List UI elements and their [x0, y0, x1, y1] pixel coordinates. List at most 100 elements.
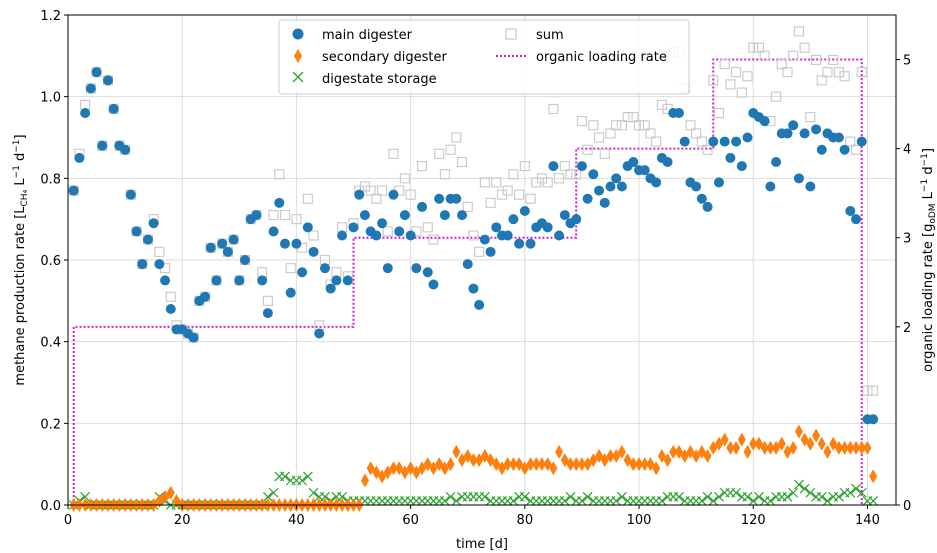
- sum-point: [405, 189, 416, 200]
- main-point: [582, 193, 593, 204]
- secondary-point: [766, 440, 775, 455]
- sum-point: [479, 177, 490, 188]
- storage-point: [833, 491, 844, 502]
- secondary-point: [469, 453, 478, 468]
- sum-point: [685, 120, 696, 131]
- sum-point: [154, 246, 165, 257]
- secondary-point: [555, 444, 564, 459]
- y-right-tick-label: 0: [903, 499, 911, 514]
- sum-point: [302, 193, 313, 204]
- main-point: [759, 116, 770, 127]
- main-point: [319, 263, 330, 274]
- secondary-point: [789, 440, 798, 455]
- sum-point: [416, 161, 428, 172]
- secondary-point: [783, 444, 792, 459]
- main-point: [285, 287, 296, 298]
- sum-point: [731, 67, 742, 78]
- secondary-point: [412, 465, 421, 480]
- sum-point: [571, 169, 582, 180]
- main-point: [605, 181, 616, 192]
- sum-point: [502, 185, 513, 196]
- main-point: [856, 136, 867, 147]
- legend: main digester secondary digester digesta…: [278, 19, 690, 95]
- x-tick-label: 60: [402, 513, 419, 528]
- storage-point: [731, 487, 742, 498]
- storage-point: [816, 491, 827, 502]
- sum-point: [285, 263, 296, 274]
- secondary-point: [429, 461, 438, 476]
- secondary-point: [161, 489, 170, 504]
- secondary-point: [726, 440, 735, 455]
- storage-point: [302, 471, 313, 482]
- main-point: [302, 222, 313, 233]
- sum-point: [422, 222, 433, 233]
- main-point: [371, 230, 382, 241]
- storage-point: [508, 495, 519, 506]
- main-point: [325, 283, 336, 294]
- main-point: [805, 181, 816, 192]
- main-point: [679, 136, 690, 147]
- sum-point: [736, 87, 747, 98]
- secondary-point: [646, 457, 655, 472]
- sum-point: [559, 161, 570, 172]
- main-point: [205, 242, 216, 253]
- storage-point: [577, 495, 587, 506]
- sum-point: [696, 136, 707, 147]
- x-tick-label: 40: [288, 513, 305, 528]
- storage-point: [793, 479, 804, 490]
- secondary-point: [537, 457, 546, 472]
- secondary-point: [675, 444, 684, 459]
- secondary-point: [458, 453, 467, 468]
- secondary-point: [754, 436, 763, 451]
- y-left-axis-label: methane production rate [LCH₄ L−1 d−1]: [12, 134, 30, 385]
- main-point: [160, 275, 171, 286]
- sum-point: [582, 144, 593, 155]
- secondary-point: [823, 444, 832, 459]
- secondary-point: [372, 465, 381, 480]
- main-point: [771, 157, 782, 167]
- y-right-tick-label: 2: [903, 321, 911, 336]
- main-point: [297, 267, 308, 278]
- main-point: [782, 128, 793, 139]
- sum-point: [439, 169, 450, 180]
- storage-point: [674, 491, 684, 502]
- storage-point: [868, 495, 879, 506]
- secondary-point: [794, 424, 803, 439]
- main-point: [833, 132, 844, 143]
- storage-point: [702, 491, 713, 502]
- main-point: [588, 169, 599, 180]
- main-point: [811, 124, 822, 135]
- secondary-point: [360, 473, 369, 488]
- main-point: [576, 161, 587, 172]
- sum-point: [434, 148, 445, 159]
- sum-point: [713, 107, 725, 119]
- sum-point: [633, 120, 645, 131]
- main-point: [434, 193, 445, 204]
- secondary-point: [526, 457, 535, 472]
- secondary-point: [697, 444, 706, 459]
- secondary-point: [606, 449, 615, 463]
- main-point: [479, 234, 490, 245]
- main-point: [508, 214, 519, 225]
- storage-point: [297, 475, 308, 486]
- main-point: [394, 226, 405, 237]
- storage-point: [519, 491, 530, 502]
- legend-label-storage: digestate storage: [322, 72, 437, 87]
- secondary-point: [863, 440, 872, 455]
- main-point: [491, 222, 502, 233]
- secondary-point: [480, 449, 489, 463]
- main-point: [474, 299, 485, 310]
- storage-point: [80, 491, 91, 502]
- secondary-point: [617, 444, 626, 459]
- sum-point: [799, 42, 810, 53]
- secondary-point: [378, 469, 387, 484]
- secondary-point: [595, 449, 604, 463]
- main-point: [131, 226, 142, 237]
- main-point: [165, 304, 176, 314]
- sum-point: [839, 71, 850, 82]
- secondary-point: [503, 457, 512, 472]
- main-point: [399, 210, 410, 221]
- main-point: [80, 108, 91, 118]
- secondary-point: [400, 465, 409, 480]
- secondary-point: [709, 440, 718, 455]
